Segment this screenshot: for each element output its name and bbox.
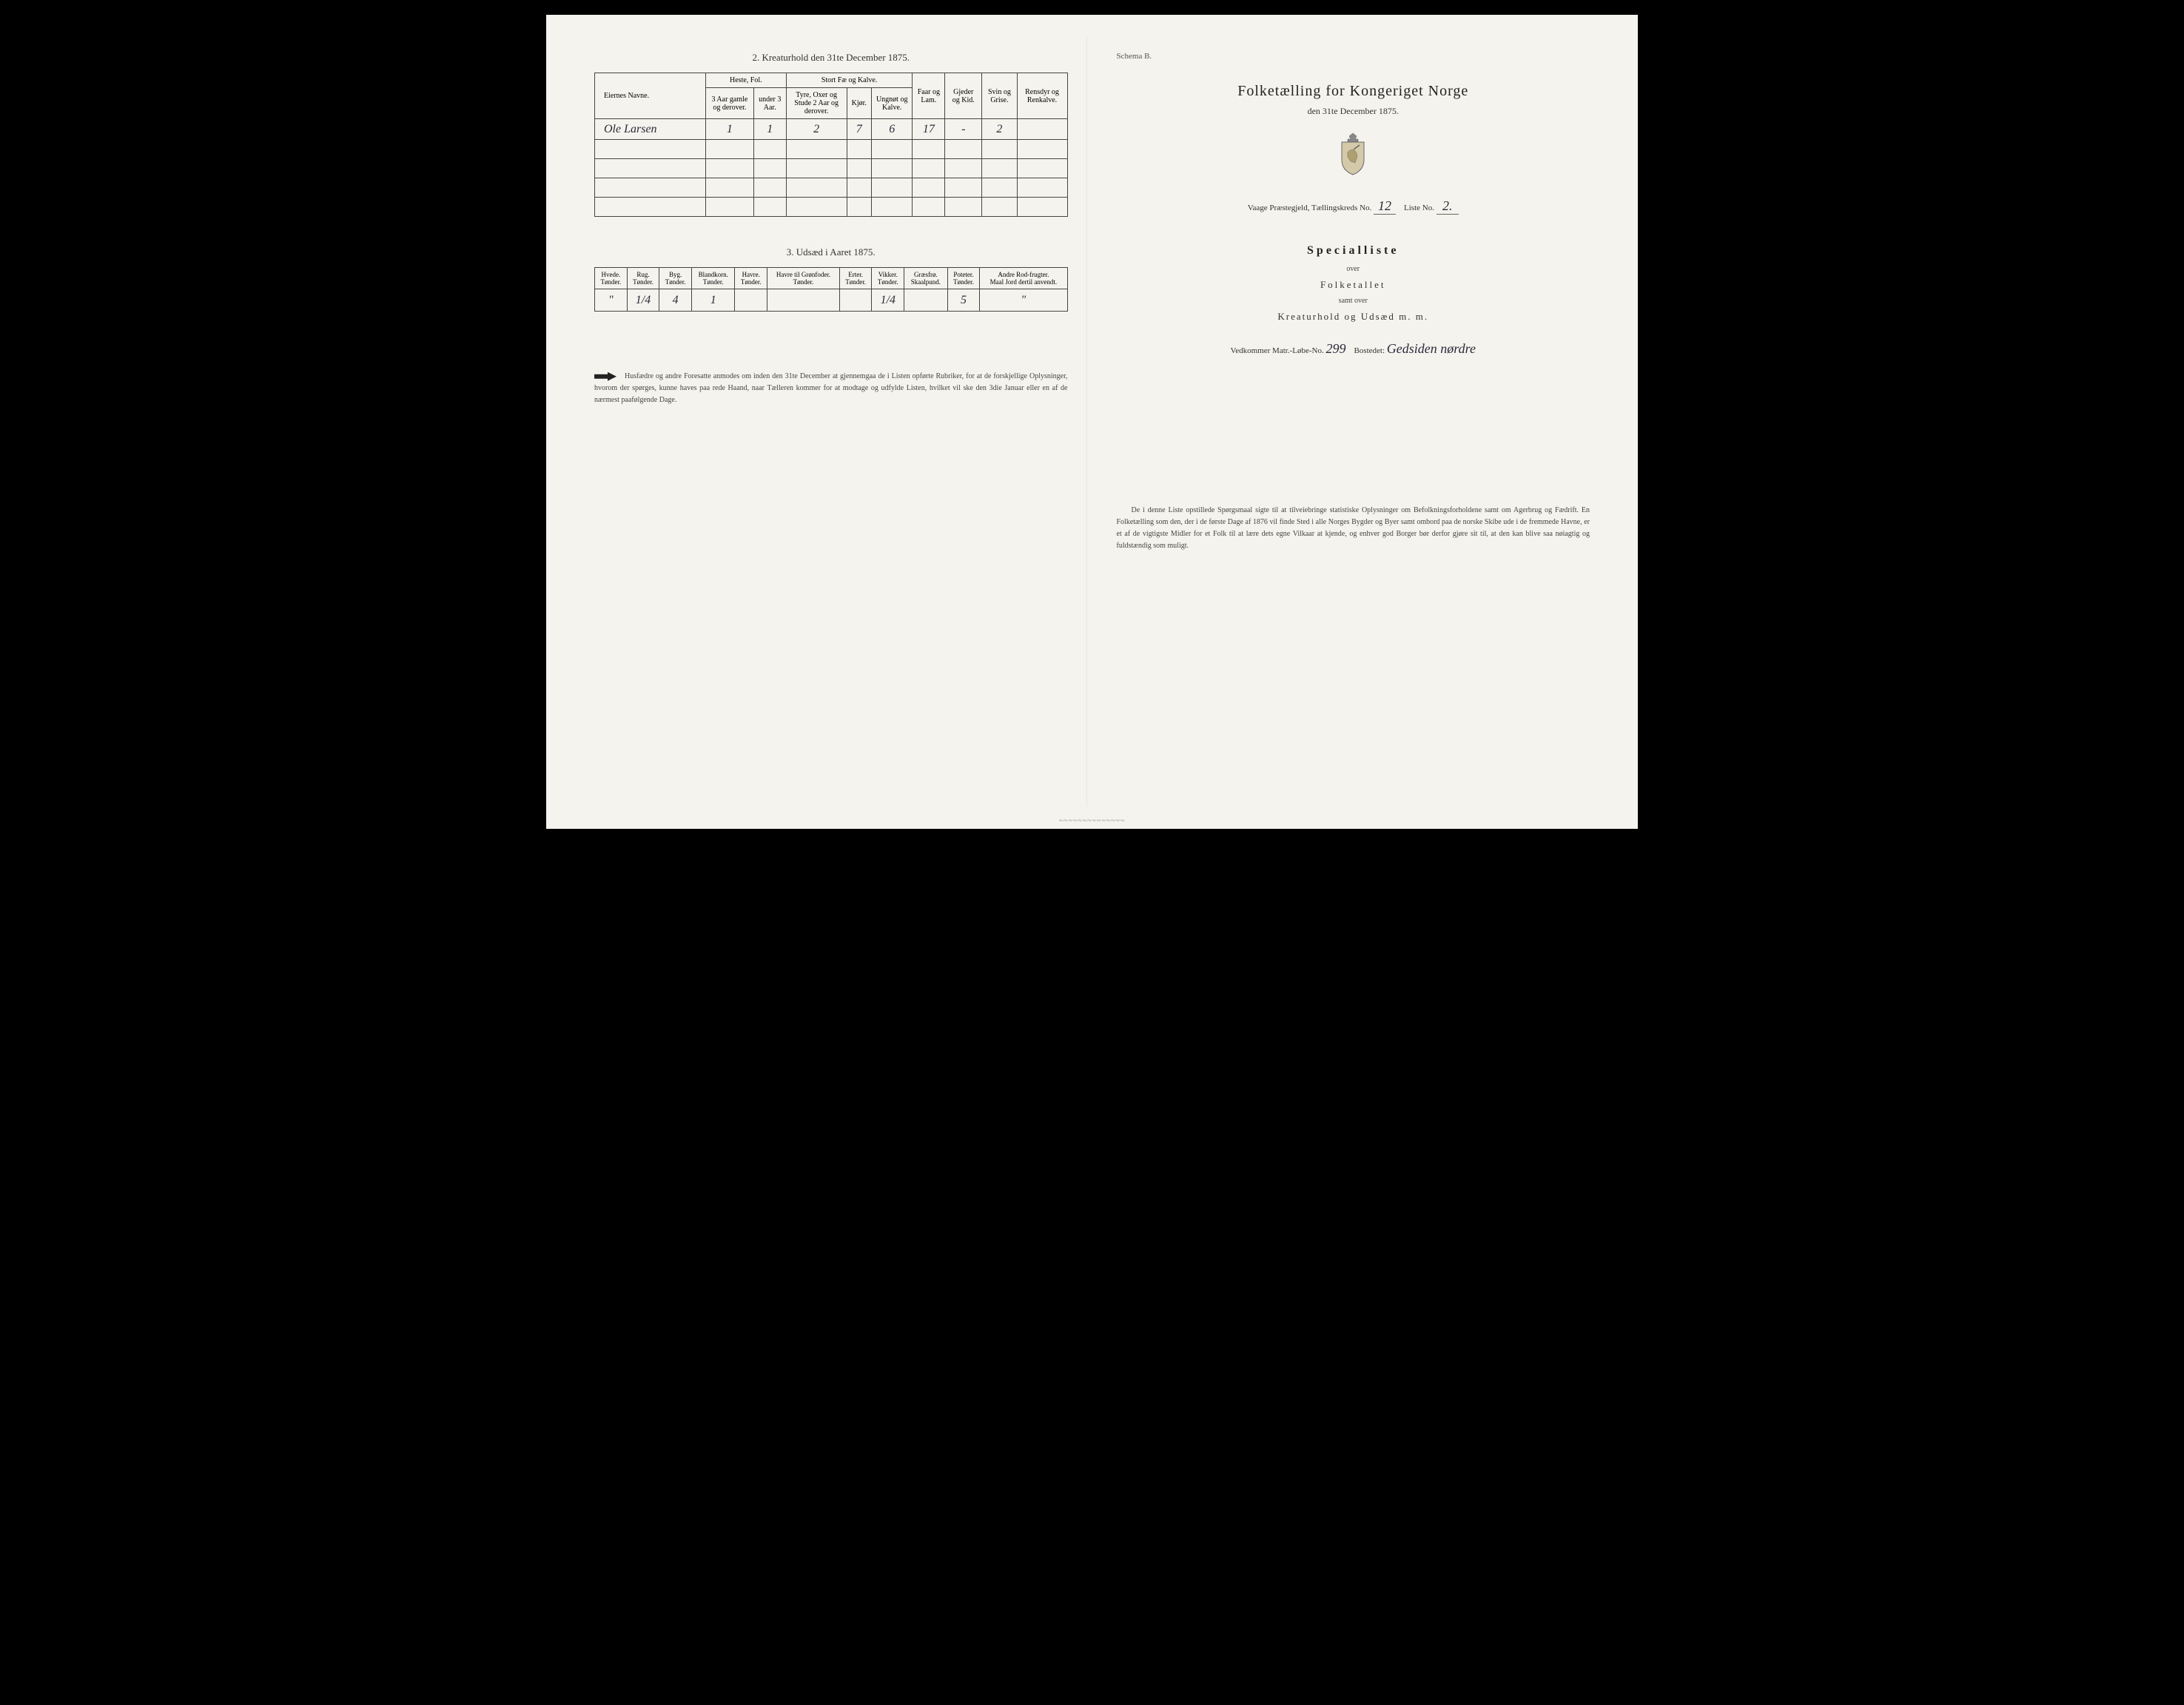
th-erter: Erter.Tønder. — [839, 268, 872, 289]
over-text: over — [1117, 265, 1590, 273]
matr-label: Vedkommer Matr.-Løbe-No. — [1231, 346, 1324, 355]
bostedet-label: Bostedet: — [1354, 346, 1385, 355]
th-eiernes-navne: Eiernes Navne. — [595, 73, 706, 119]
spine-decoration: ~~~~~~~~~~~~~~ — [1059, 817, 1126, 825]
th-vikker: Vikker.Tønder. — [872, 268, 904, 289]
table-row: " 1/4 4 1 1/4 5 " — [595, 289, 1068, 312]
th-heste: Heste, Fol. — [706, 73, 787, 88]
bostedet: Gedsiden nørdre — [1387, 341, 1476, 356]
liste-no: 2. — [1437, 198, 1459, 215]
th-havre-gron: Havre til Grønfoder.Tønder. — [767, 268, 840, 289]
cell-heste2: 1 — [767, 123, 773, 135]
pages-container: 2. Kreaturhold den 31te December 1875. E… — [546, 15, 1638, 829]
left-footer-text: Husfædre og andre Foresatte anmodes om i… — [594, 372, 1068, 404]
cell-rug: 1/4 — [636, 294, 651, 306]
cell-andre: " — [1021, 294, 1027, 306]
praestegjeld-label: Vaage Præstegjeld, Tællingskreds No. — [1248, 204, 1372, 212]
section2-title: 2. Kreaturhold den 31te December 1875. — [594, 52, 1068, 64]
th-rensdyr: Rensdyr og Renkalve. — [1017, 73, 1067, 119]
th-poteter: Poteter.Tønder. — [947, 268, 980, 289]
table-row — [595, 178, 1068, 198]
cell-heste1: 1 — [727, 123, 733, 135]
right-page: Schema B. Folketælling for Kongeriget No… — [1087, 37, 1609, 807]
cell-vikker: 1/4 — [881, 294, 896, 306]
cell-hvede: " — [608, 294, 614, 306]
th-faar: Faar og Lam. — [913, 73, 945, 119]
th-gjeder: Gjeder og Kid. — [945, 73, 982, 119]
specialliste-title: Specialliste — [1117, 244, 1590, 258]
th-blandkorn: Blandkorn.Tønder. — [691, 268, 735, 289]
th-havre: Havre.Tønder. — [735, 268, 767, 289]
table-row: Ole Larsen 1 1 2 7 6 17 - 2 — [595, 119, 1068, 140]
th-rug: Rug.Tønder. — [627, 268, 659, 289]
cell-stort3: 6 — [889, 123, 895, 135]
cell-poteter: 5 — [961, 294, 967, 306]
tallingskreds-no: 12 — [1374, 198, 1396, 215]
schema-label: Schema B. — [1117, 52, 1590, 61]
kreaturhold-table: Eiernes Navne. Heste, Fol. Stort Fæ og K… — [594, 73, 1068, 217]
kreaturhold-title: Kreaturhold og Udsæd m. m. — [1117, 311, 1590, 323]
date-line: den 31te December 1875. — [1117, 106, 1590, 117]
udsaed-table: Hvede.Tønder. Rug.Tønder. Byg.Tønder. Bl… — [594, 267, 1068, 312]
th-stort-fae: Stort Fæ og Kalve. — [786, 73, 913, 88]
th-svin: Svin og Grise. — [982, 73, 1017, 119]
cell-byg: 4 — [673, 294, 679, 306]
cell-svin: 2 — [996, 123, 1002, 135]
folketallet: Folketallet — [1117, 279, 1590, 291]
right-footer-note: De i denne Liste opstillede Spørgsmaal s… — [1117, 505, 1590, 552]
cell-stort1: 2 — [813, 123, 819, 135]
table-row — [595, 159, 1068, 178]
th-byg: Byg.Tønder. — [659, 268, 692, 289]
th-hvede: Hvede.Tønder. — [595, 268, 628, 289]
cell-stort2: 7 — [856, 123, 862, 135]
th-graesfro: Græsfrø.Skaalpund. — [904, 268, 948, 289]
cell-blandkorn: 1 — [710, 294, 716, 306]
samt-over: samt over — [1117, 297, 1590, 305]
praestegjeld-line: Vaage Præstegjeld, Tællingskreds No. 12 … — [1117, 198, 1590, 215]
coat-of-arms-icon — [1117, 132, 1590, 180]
main-title: Folketælling for Kongeriget Norge — [1117, 83, 1590, 100]
table-row — [595, 140, 1068, 159]
cell-faar: 17 — [923, 123, 935, 135]
matr-no: 299 — [1325, 341, 1345, 356]
owner-name: Ole Larsen — [604, 123, 657, 135]
th-stort-sub3: Ungnøt og Kalve. — [871, 88, 913, 119]
liste-label: Liste No. — [1404, 204, 1434, 212]
pointing-hand-icon — [594, 371, 616, 382]
section3-title: 3. Udsæd i Aaret 1875. — [594, 246, 1068, 258]
cell-gjeder: - — [961, 123, 965, 135]
th-stort-sub2: Kjør. — [847, 88, 871, 119]
th-heste-sub2: under 3 Aar. — [753, 88, 786, 119]
th-andre: Andre Rod-frugter.Maal Jord dertil anven… — [980, 268, 1067, 289]
table-row — [595, 198, 1068, 217]
left-footer-note: Husfædre og andre Foresatte anmodes om i… — [594, 371, 1068, 406]
document-frame: 2. Kreaturhold den 31te December 1875. E… — [546, 15, 1638, 829]
th-heste-sub1: 3 Aar gamle og derover. — [706, 88, 754, 119]
left-page: 2. Kreaturhold den 31te December 1875. E… — [576, 37, 1087, 807]
th-stort-sub1: Tyre, Oxer og Stude 2 Aar og derover. — [786, 88, 847, 119]
matr-line: Vedkommer Matr.-Løbe-No. 299 Bostedet: G… — [1117, 341, 1590, 357]
